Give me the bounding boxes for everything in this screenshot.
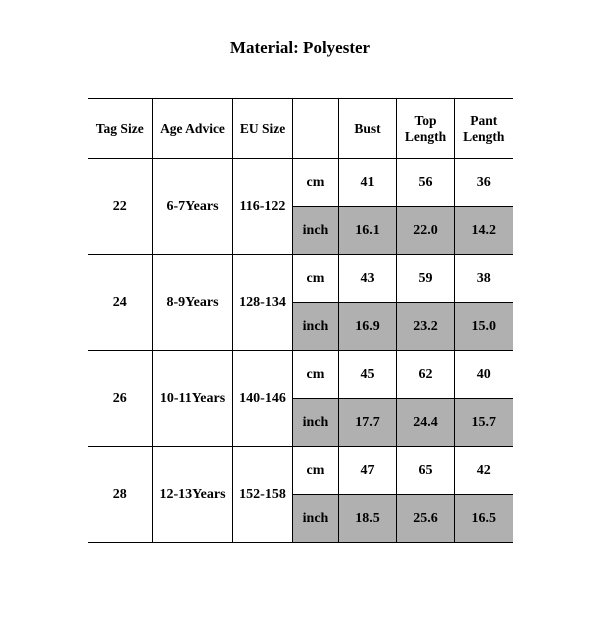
cell-tag-size: 26 [88,351,153,447]
col-pant-length: Pant Length [455,99,513,159]
cell-pant-length-inch: 15.0 [455,303,513,351]
cell-pant-length-inch: 16.5 [455,495,513,543]
table-row: 2610-11Years140-146cm456240 [88,351,513,399]
cell-unit-cm: cm [293,447,339,495]
cell-bust-cm: 41 [339,159,397,207]
cell-pant-length-cm: 36 [455,159,513,207]
col-top-length: Top Length [397,99,455,159]
cell-age-advice: 6-7Years [153,159,233,255]
cell-unit-cm: cm [293,159,339,207]
cell-tag-size: 24 [88,255,153,351]
cell-unit-inch: inch [293,207,339,255]
table-row: 226-7Years116-122cm415636 [88,159,513,207]
cell-bust-cm: 47 [339,447,397,495]
cell-eu-size: 152-158 [233,447,293,543]
cell-top-length-cm: 65 [397,447,455,495]
cell-pant-length-cm: 38 [455,255,513,303]
cell-bust-cm: 43 [339,255,397,303]
cell-tag-size: 28 [88,447,153,543]
cell-top-length-inch: 25.6 [397,495,455,543]
cell-bust-inch: 18.5 [339,495,397,543]
table-header-row: Tag Size Age Advice EU Size Bust Top Len… [88,99,513,159]
cell-eu-size: 128-134 [233,255,293,351]
cell-age-advice: 8-9Years [153,255,233,351]
table-row: 2812-13Years152-158cm476542 [88,447,513,495]
cell-bust-cm: 45 [339,351,397,399]
table-row: 248-9Years128-134cm435938 [88,255,513,303]
col-eu-size: EU Size [233,99,293,159]
cell-unit-cm: cm [293,255,339,303]
col-tag-size: Tag Size [88,99,153,159]
cell-top-length-cm: 59 [397,255,455,303]
cell-top-length-cm: 62 [397,351,455,399]
cell-unit-inch: inch [293,399,339,447]
cell-unit-cm: cm [293,351,339,399]
cell-bust-inch: 16.1 [339,207,397,255]
cell-eu-size: 116-122 [233,159,293,255]
cell-pant-length-cm: 40 [455,351,513,399]
cell-unit-inch: inch [293,303,339,351]
cell-top-length-inch: 24.4 [397,399,455,447]
cell-pant-length-inch: 15.7 [455,399,513,447]
col-age-advice: Age Advice [153,99,233,159]
size-table: Tag Size Age Advice EU Size Bust Top Len… [88,98,513,543]
cell-top-length-inch: 23.2 [397,303,455,351]
cell-pant-length-inch: 14.2 [455,207,513,255]
cell-top-length-inch: 22.0 [397,207,455,255]
cell-age-advice: 10-11Years [153,351,233,447]
cell-bust-inch: 17.7 [339,399,397,447]
cell-unit-inch: inch [293,495,339,543]
col-unit [293,99,339,159]
cell-top-length-cm: 56 [397,159,455,207]
page-title: Material: Polyester [0,38,600,58]
cell-bust-inch: 16.9 [339,303,397,351]
cell-age-advice: 12-13Years [153,447,233,543]
cell-tag-size: 22 [88,159,153,255]
cell-pant-length-cm: 42 [455,447,513,495]
cell-eu-size: 140-146 [233,351,293,447]
col-bust: Bust [339,99,397,159]
